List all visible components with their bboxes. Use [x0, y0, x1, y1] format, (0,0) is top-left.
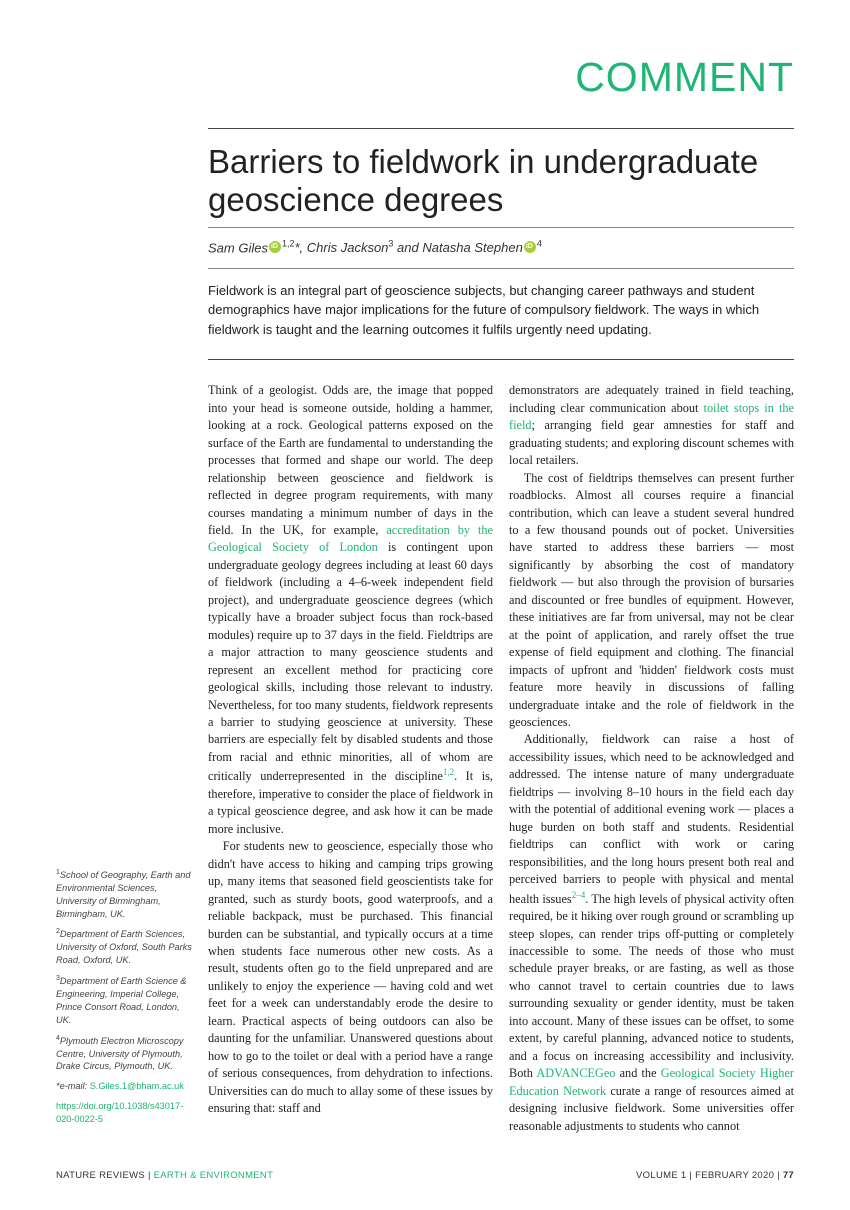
citation-ref[interactable]: 1,2	[443, 767, 454, 777]
journal-name: NATURE REVIEWS | EARTH & ENVIRONMENT	[56, 1169, 273, 1182]
affiliation-4: Plymouth Electron Microscopy Centre, Uni…	[56, 1036, 183, 1072]
affiliation-3: Department of Earth Science & Engineerin…	[56, 976, 187, 1025]
paragraph: The cost of fieldtrips themselves can pr…	[509, 470, 794, 732]
affiliation-2: Department of Earth Sciences, University…	[56, 929, 192, 965]
affiliation-1: School of Geography, Earth and Environme…	[56, 870, 191, 919]
article-title: Barriers to fieldwork in undergraduate g…	[208, 143, 794, 219]
title-rule-1	[208, 227, 794, 228]
doi-link[interactable]: https://doi.org/10.1038/s43017-020-0022-…	[56, 1101, 183, 1124]
title-rule-2	[208, 268, 794, 269]
abstract: Fieldwork is an integral part of geoscie…	[208, 275, 794, 350]
body-column-1: Think of a geologist. Odds are, the imag…	[208, 382, 493, 1135]
citation-ref[interactable]: 2–4	[572, 890, 586, 900]
advancegeo-link[interactable]: ADVANCEGeo	[536, 1066, 615, 1080]
corresponding-email[interactable]: S.Giles.1@bham.ac.uk	[90, 1081, 184, 1091]
body-column-2: demonstrators are adequately trained in …	[509, 382, 794, 1135]
page-footer: NATURE REVIEWS | EARTH & ENVIRONMENT VOL…	[56, 1169, 794, 1182]
paragraph: Think of a geologist. Odds are, the imag…	[208, 382, 493, 838]
section-label: COMMENT	[56, 48, 794, 106]
orcid-icon[interactable]	[269, 241, 281, 253]
authors-line: Sam Giles1,2*, Chris Jackson3 and Natash…	[208, 234, 794, 262]
paragraph: Additionally, fieldwork can raise a host…	[509, 731, 794, 1135]
paragraph: demonstrators are adequately trained in …	[509, 382, 794, 469]
paragraph: For students new to geoscience, especial…	[208, 838, 493, 1117]
affiliations-sidebar: 1School of Geography, Earth and Environm…	[56, 868, 192, 1135]
email-label: *e-mail:	[56, 1081, 90, 1091]
issue-info: VOLUME 1 | FEBRUARY 2020 | 77	[636, 1169, 794, 1182]
bottom-rule	[208, 359, 794, 360]
orcid-icon[interactable]	[524, 241, 536, 253]
